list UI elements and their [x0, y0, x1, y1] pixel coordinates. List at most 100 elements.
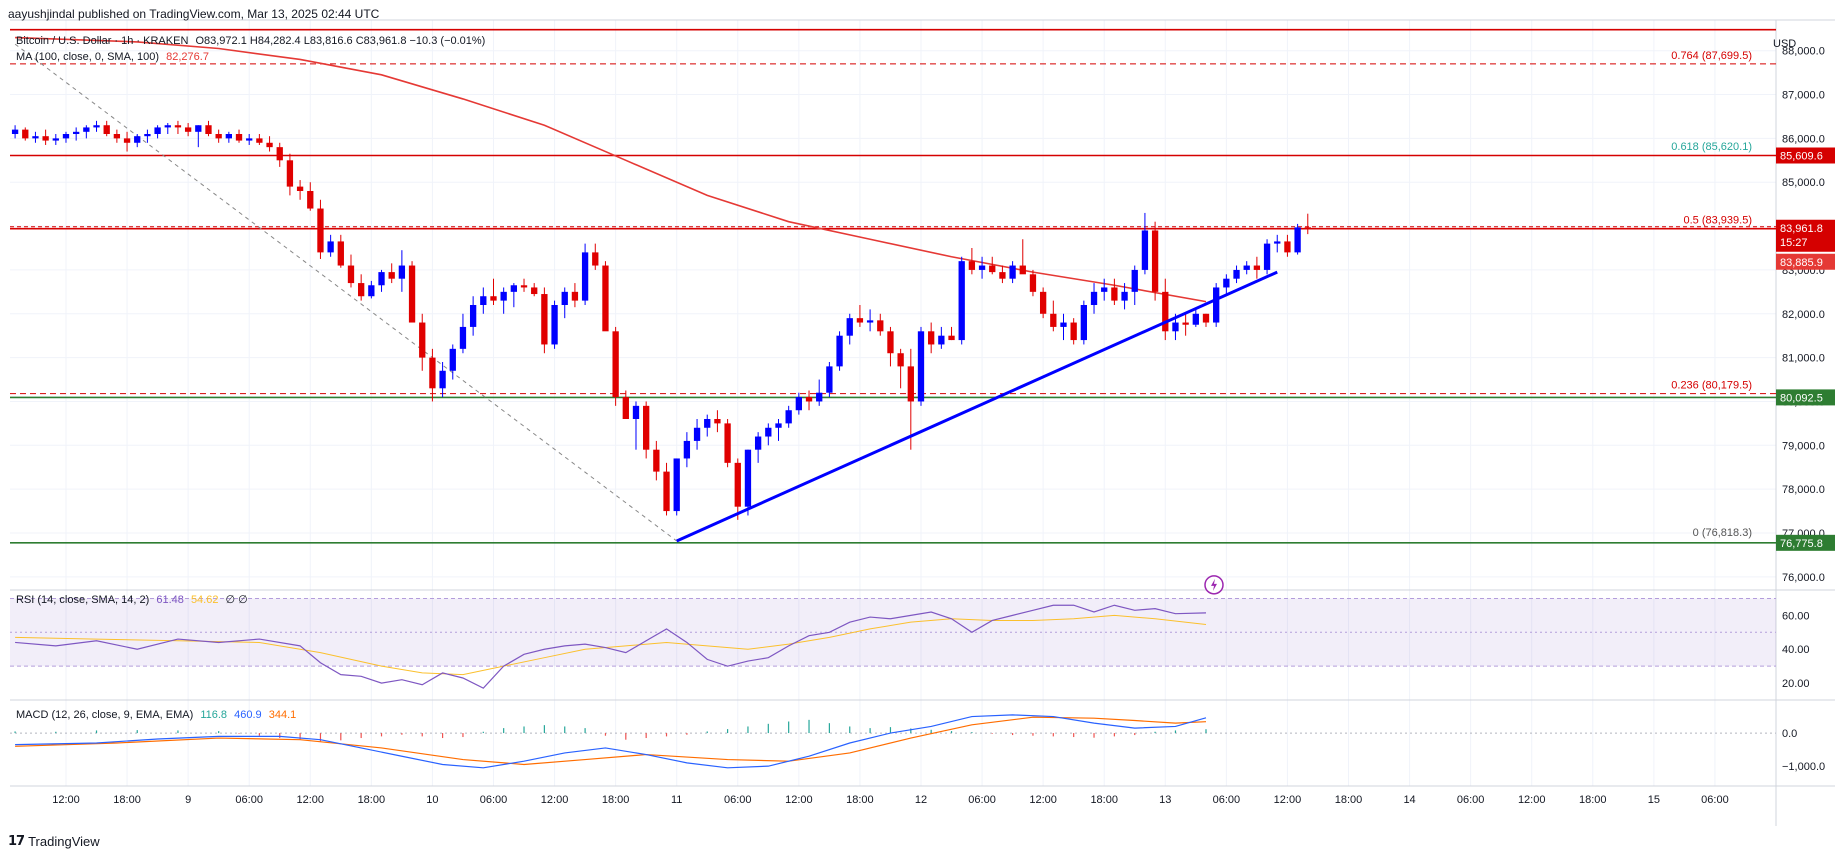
candle	[1060, 313, 1067, 341]
price-tag-resistance-85609: 85,609.6	[1776, 147, 1835, 164]
ma-label[interactable]: MA (100, close, 0, SMA, 100)	[16, 51, 160, 63]
candle-body	[184, 127, 192, 132]
rsi-axis-label: 40.00	[1782, 644, 1810, 656]
price-axis-label: 78,000.0	[1782, 484, 1825, 496]
candle-body	[235, 134, 243, 141]
candle	[531, 283, 538, 297]
candle	[73, 127, 80, 141]
candle	[164, 123, 171, 134]
candle-body	[1039, 291, 1047, 314]
macd-label[interactable]: MACD (12, 26, close, 9, EMA, EMA)	[16, 709, 194, 721]
candle	[276, 142, 283, 167]
candle	[928, 322, 935, 354]
alert-icon	[1204, 575, 1224, 595]
time-axis-label: 18:00	[1335, 794, 1363, 806]
candle	[714, 410, 721, 433]
macd-signal-value: 344.1	[268, 709, 297, 721]
candle	[612, 326, 619, 406]
symbol-label[interactable]: Bitcoin / U.S. Dollar · 1h · KRAKEN	[16, 35, 189, 47]
candle	[480, 287, 487, 314]
candle-body	[795, 397, 803, 411]
candle-body	[123, 138, 131, 143]
candle	[205, 120, 212, 137]
price-axis-label: 81,000.0	[1782, 353, 1825, 365]
ma-line	[15, 36, 1207, 303]
candle-body	[1192, 313, 1199, 325]
candle-body	[683, 440, 691, 459]
candle	[174, 120, 182, 134]
candle	[846, 313, 853, 345]
price-axis-label: 82,000.0	[1782, 309, 1825, 321]
candle	[42, 129, 49, 145]
rsi-legend: RSI (14, close, SMA, 14, 2) 61.48 54.62 …	[16, 593, 248, 606]
candle	[52, 134, 59, 145]
time-axis-label: 06:00	[235, 794, 263, 806]
candle-body	[42, 136, 49, 141]
candle-body	[1009, 265, 1016, 279]
candle-body	[785, 410, 792, 424]
candle-body	[653, 449, 660, 472]
rsi-label[interactable]: RSI (14, close, SMA, 14, 2)	[16, 594, 150, 606]
candle-body	[1121, 291, 1128, 301]
candle-body	[917, 331, 925, 402]
time-axis-label: 12:00	[541, 794, 569, 806]
candle	[1162, 278, 1169, 341]
candle-body	[103, 125, 110, 134]
candle-body	[571, 291, 579, 301]
candle-body	[1233, 269, 1240, 279]
trendline	[676, 270, 1278, 595]
time-axis-label: 06:00	[1213, 794, 1241, 806]
candle	[449, 344, 456, 380]
candle	[754, 432, 762, 463]
candle-body	[673, 458, 680, 512]
candle-body	[826, 366, 833, 393]
candle-body	[256, 138, 263, 143]
candle	[683, 432, 691, 468]
candle-body	[419, 322, 426, 358]
currency-label[interactable]: USD	[1773, 38, 1797, 50]
time-axis-label: 06:00	[724, 794, 752, 806]
candle	[1253, 256, 1261, 279]
candle-body	[704, 419, 711, 428]
macd-axis-label: 0.0	[1782, 728, 1797, 740]
candle	[1029, 269, 1037, 297]
price-tags: 85,609.680,092.576,775.883,961.815:2783,…	[1776, 147, 1835, 551]
candle-body	[429, 357, 436, 389]
ma100-line	[15, 36, 1207, 303]
candle-body	[928, 331, 935, 345]
candle-body	[1029, 274, 1037, 292]
price-axis-label: 86,000.0	[1782, 133, 1825, 145]
candle	[469, 296, 477, 336]
candle	[256, 134, 263, 145]
candle	[184, 123, 192, 137]
candle	[11, 125, 19, 139]
candle-body	[83, 127, 90, 132]
candle	[429, 348, 436, 402]
candle-body	[480, 296, 487, 305]
candle-body	[1304, 227, 1311, 229]
candle-body	[531, 287, 538, 295]
price-axis-label: 76,000.0	[1782, 572, 1825, 584]
candle	[266, 136, 273, 152]
candle-body	[1213, 287, 1220, 323]
candle-body	[938, 335, 945, 345]
time-axis-label: 9	[185, 794, 191, 806]
countdown-text: 15:27	[1780, 237, 1808, 249]
candles	[11, 120, 1311, 520]
price-axis-label: 79,000.0	[1782, 440, 1825, 452]
candle	[307, 182, 314, 211]
ohlc-values: O83,972.1 H84,282.4 L83,816.6 C83,961.8 …	[195, 35, 486, 47]
candle-body	[520, 285, 528, 288]
candle	[693, 419, 701, 450]
level-label-fib-0.236: 0.236 (80,179.5)	[1671, 380, 1752, 392]
ma-price-tag: 83,885.9	[1776, 253, 1835, 270]
candle	[520, 278, 528, 292]
candle-body	[368, 285, 375, 297]
candle-body	[1070, 322, 1077, 341]
candle-body	[1243, 265, 1250, 270]
macd-hist-value: 116.8	[200, 709, 228, 721]
candle-body	[246, 138, 253, 141]
time-axis-label: 10	[426, 794, 438, 806]
candle	[225, 131, 232, 143]
